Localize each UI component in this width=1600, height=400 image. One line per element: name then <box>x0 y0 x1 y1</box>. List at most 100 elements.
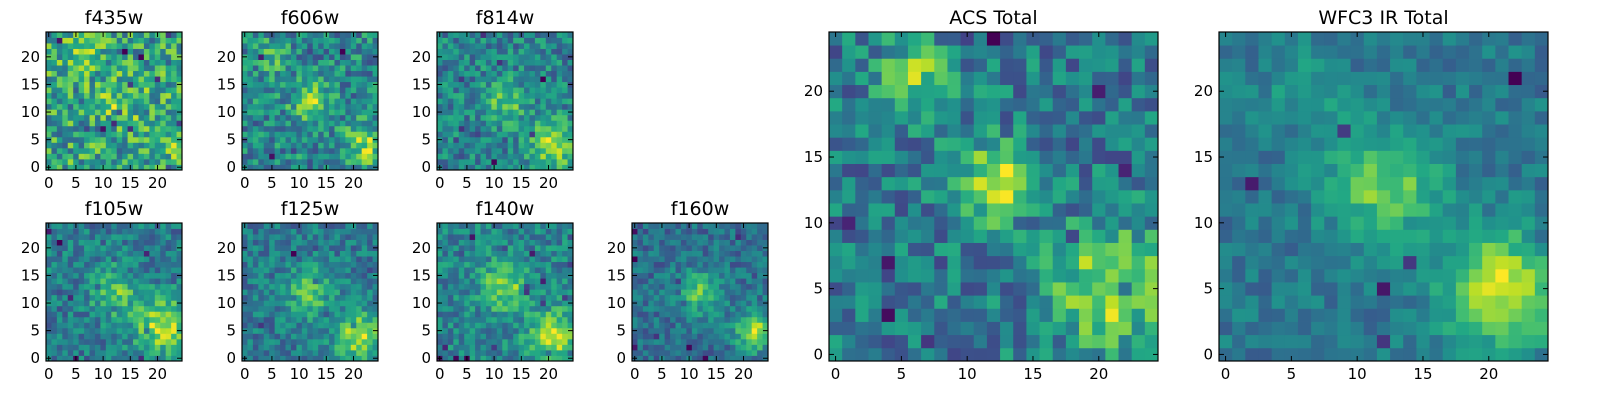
heatmap-cell <box>921 334 935 349</box>
heatmap-cell <box>73 59 80 66</box>
heatmap-cell <box>496 305 503 312</box>
heatmap-cell <box>296 59 303 66</box>
heatmap-cell <box>116 250 123 257</box>
heatmap-cell <box>51 136 58 143</box>
heatmap-cell <box>437 267 443 274</box>
heatmap-cell <box>447 250 454 257</box>
heatmap-cell <box>78 283 85 290</box>
heatmap-cell <box>480 158 487 165</box>
heatmap-cell <box>453 114 460 121</box>
heatmap-cell <box>691 333 698 340</box>
heatmap-cell <box>285 142 292 149</box>
heatmap-cell <box>447 81 454 88</box>
heatmap-cell <box>464 114 471 121</box>
heatmap-cell <box>56 98 63 105</box>
heatmap-cell <box>263 333 270 340</box>
panel-title: f160w <box>671 198 730 220</box>
heatmap-cell <box>464 239 471 246</box>
heatmap-cell <box>269 158 276 165</box>
heatmap-cell <box>653 234 660 240</box>
heatmap-cell <box>318 239 324 246</box>
heatmap-cell <box>513 311 519 318</box>
heatmap-cell <box>518 316 525 323</box>
heatmap-cell <box>301 239 308 246</box>
heatmap-cell <box>242 87 248 94</box>
heatmap-cell <box>285 109 292 116</box>
heatmap-cell <box>356 48 363 55</box>
heatmap-cell <box>697 239 704 246</box>
heatmap-cell <box>111 87 118 94</box>
heatmap-cell <box>502 59 509 66</box>
heatmap-cell <box>89 87 96 94</box>
heatmap-cell <box>762 311 769 318</box>
heatmap-cell <box>154 234 161 240</box>
heatmap-cell <box>518 142 525 149</box>
heatmap-cell <box>160 349 167 356</box>
heatmap-cell <box>133 261 139 268</box>
heatmap-cell <box>356 223 363 229</box>
heatmap-cell <box>154 54 161 60</box>
heatmap-cell <box>84 311 90 318</box>
heatmap-cell <box>301 92 308 99</box>
heatmap-cell <box>729 234 736 240</box>
heatmap-cell <box>534 349 541 356</box>
heatmap-cell <box>280 76 286 83</box>
heatmap-cell <box>518 158 525 165</box>
heatmap-cell <box>56 256 63 263</box>
heatmap-cell <box>51 125 58 132</box>
heatmap-cell <box>100 283 107 290</box>
heatmap-cell <box>367 305 373 312</box>
heatmap-cell <box>285 120 292 127</box>
heatmap-cell <box>518 344 525 351</box>
heatmap-cell <box>105 153 112 160</box>
heatmap-cell <box>518 294 525 301</box>
heatmap-cell <box>339 239 346 246</box>
heatmap-cell <box>507 355 514 362</box>
heatmap-cell <box>143 322 150 329</box>
heatmap-cell <box>171 305 177 312</box>
heatmap-cell <box>127 256 134 263</box>
heatmap-cell <box>334 311 341 318</box>
heatmap-cell <box>708 355 714 362</box>
heatmap-cell <box>680 311 687 318</box>
heatmap-cell <box>713 311 720 318</box>
heatmap-cell <box>458 355 465 362</box>
heatmap-cell <box>458 32 465 38</box>
heatmap-cell <box>534 311 541 318</box>
heatmap-cell <box>686 256 693 263</box>
heatmap-cell <box>437 147 443 154</box>
heatmap-cell <box>762 250 769 257</box>
heatmap-cell <box>111 125 118 132</box>
heatmap-cell <box>100 333 107 340</box>
heatmap-cell <box>105 136 112 143</box>
heatmap-cell <box>881 216 896 230</box>
heatmap-cell <box>263 245 270 251</box>
heatmap-cell <box>659 272 666 279</box>
heatmap-cell <box>176 48 183 55</box>
heatmap-cell <box>529 256 536 263</box>
heatmap-cell <box>89 98 96 105</box>
heatmap-cell <box>122 153 128 160</box>
heatmap-cell <box>62 327 69 334</box>
y-tick-label: 5 <box>226 322 236 340</box>
heatmap-cell <box>464 305 471 312</box>
heatmap-cell <box>556 289 563 296</box>
heatmap-cell <box>653 245 660 251</box>
heatmap-cell <box>252 338 259 345</box>
heatmap-cell <box>285 136 292 143</box>
heatmap-cell <box>73 65 80 72</box>
heatmap-cell <box>111 131 118 138</box>
heatmap-cell <box>437 43 443 49</box>
heatmap-cell <box>361 283 368 290</box>
heatmap-cell <box>274 234 281 240</box>
heatmap-cell <box>285 333 292 340</box>
heatmap-cell <box>551 267 558 274</box>
heatmap-cell <box>274 322 281 329</box>
heatmap-cell <box>127 109 134 116</box>
heatmap-cell <box>301 136 308 143</box>
heatmap-cell <box>345 267 352 274</box>
heatmap-cell <box>735 278 742 285</box>
heatmap-cell <box>1000 216 1014 230</box>
heatmap-cell <box>637 316 644 323</box>
heatmap-cell <box>56 81 63 88</box>
